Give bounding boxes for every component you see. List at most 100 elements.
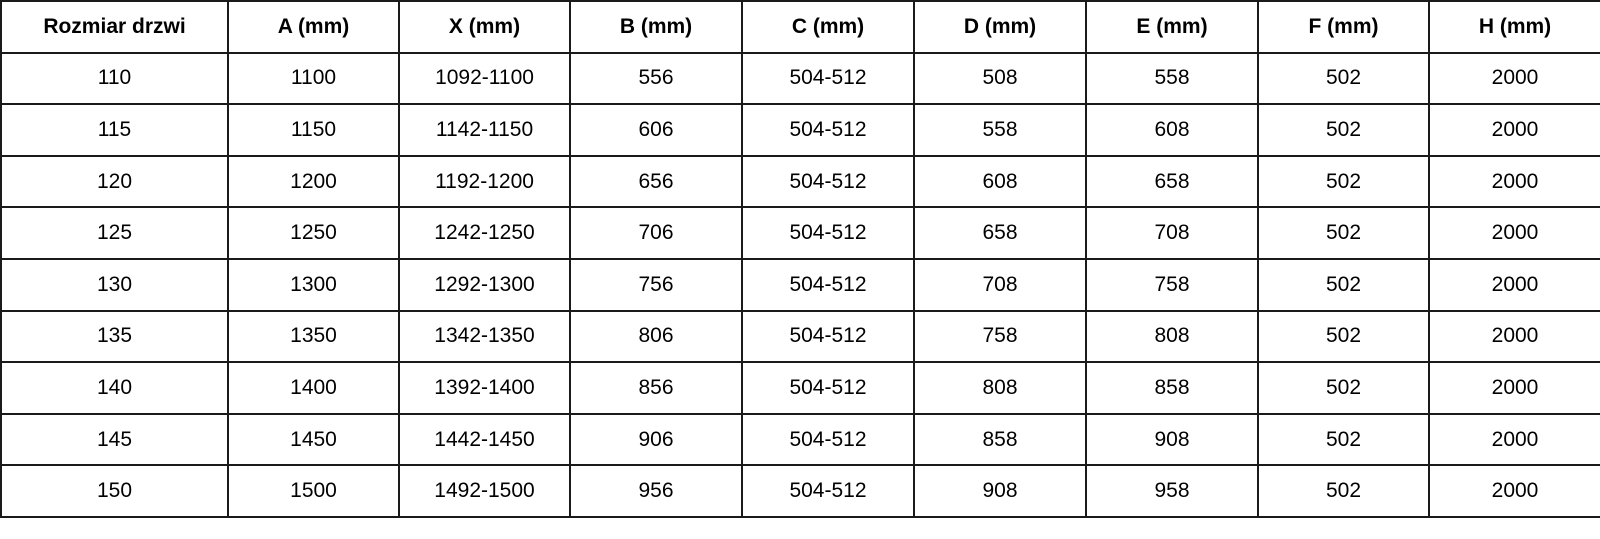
column-header: X (mm) xyxy=(398,0,571,54)
column-header: B (mm) xyxy=(569,0,743,54)
table-cell: 1092-1100 xyxy=(398,51,571,106)
table-cell: 502 xyxy=(1257,257,1430,312)
table-row: 130 1300 1292-1300 756 504-512 708 758 502 2000 xyxy=(0,257,1600,312)
header-row: Rozmiar drzwi A (mm) X (mm) B (mm) C (mm) D (… xyxy=(0,0,1600,54)
table-cell: 1150 xyxy=(227,103,400,157)
table-cell: 656 xyxy=(569,154,743,209)
table-cell: 1442-1450 xyxy=(398,412,571,467)
table-cell: 806 xyxy=(569,309,743,364)
column-header: A (mm) xyxy=(227,0,400,54)
column-header: Rozmiar drzwi xyxy=(0,0,229,54)
table-cell: 856 xyxy=(569,361,743,415)
table-cell: 1500 xyxy=(227,464,400,518)
table-row: 115 1150 1142-1150 606 504-512 558 608 502 2000 xyxy=(0,103,1600,157)
table-cell: 135 xyxy=(0,309,229,364)
table-row: 140 1400 1392-1400 856 504-512 808 858 502 2000 xyxy=(0,361,1600,415)
table-cell: 906 xyxy=(569,412,743,467)
table-cell: 558 xyxy=(913,103,1087,157)
table-cell: 1192-1200 xyxy=(398,154,571,209)
table-cell: 145 xyxy=(0,412,229,467)
table-cell: 1400 xyxy=(227,361,400,415)
column-header: C (mm) xyxy=(741,0,915,54)
table-cell: 504-512 xyxy=(741,257,915,312)
table-cell: 1492-1500 xyxy=(398,464,571,518)
table-row: 120 1200 1192-1200 656 504-512 608 658 502 2000 xyxy=(0,154,1600,209)
table-cell: 808 xyxy=(913,361,1087,415)
table-cell: 606 xyxy=(569,103,743,157)
table-cell: 706 xyxy=(569,206,743,260)
table-cell: 502 xyxy=(1257,361,1430,415)
table-row: 135 1350 1342-1350 806 504-512 758 808 502 2000 xyxy=(0,309,1600,364)
table-cell: 1242-1250 xyxy=(398,206,571,260)
table-cell: 110 xyxy=(0,51,229,106)
table-cell: 504-512 xyxy=(741,51,915,106)
table-cell: 125 xyxy=(0,206,229,260)
table-cell: 502 xyxy=(1257,103,1430,157)
door-size-table: Rozmiar drzwi A (mm) X (mm) B (mm) C (mm) D (… xyxy=(0,0,1600,518)
table-cell: 756 xyxy=(569,257,743,312)
table-cell: 502 xyxy=(1257,309,1430,364)
table-cell: 908 xyxy=(913,464,1087,518)
table-cell: 502 xyxy=(1257,206,1430,260)
table-cell: 2000 xyxy=(1428,206,1600,260)
table-cell: 958 xyxy=(1085,464,1259,518)
table-cell: 120 xyxy=(0,154,229,209)
table-cell: 140 xyxy=(0,361,229,415)
table-row: 110 1100 1092-1100 556 504-512 508 558 502 2000 xyxy=(0,51,1600,106)
table-cell: 956 xyxy=(569,464,743,518)
table-cell: 658 xyxy=(913,206,1087,260)
table-cell: 1292-1300 xyxy=(398,257,571,312)
table-cell: 2000 xyxy=(1428,309,1600,364)
table-cell: 504-512 xyxy=(741,464,915,518)
table-cell: 808 xyxy=(1085,309,1259,364)
table-cell: 858 xyxy=(1085,361,1259,415)
table-cell: 1300 xyxy=(227,257,400,312)
table-cell: 504-512 xyxy=(741,103,915,157)
table-cell: 1200 xyxy=(227,154,400,209)
table-cell: 504-512 xyxy=(741,412,915,467)
table-cell: 708 xyxy=(1085,206,1259,260)
table-cell: 858 xyxy=(913,412,1087,467)
table-cell: 2000 xyxy=(1428,361,1600,415)
table-row: 125 1250 1242-1250 706 504-512 658 708 502 2000 xyxy=(0,206,1600,260)
table-cell: 2000 xyxy=(1428,51,1600,106)
table-cell: 502 xyxy=(1257,51,1430,106)
table-cell: 758 xyxy=(913,309,1087,364)
column-header: H (mm) xyxy=(1428,0,1600,54)
table-cell: 2000 xyxy=(1428,464,1600,518)
column-header: E (mm) xyxy=(1085,0,1259,54)
table-cell: 2000 xyxy=(1428,412,1600,467)
table-cell: 502 xyxy=(1257,154,1430,209)
table-cell: 115 xyxy=(0,103,229,157)
table-cell: 1142-1150 xyxy=(398,103,571,157)
table-cell: 1392-1400 xyxy=(398,361,571,415)
table-cell: 504-512 xyxy=(741,361,915,415)
column-header: F (mm) xyxy=(1257,0,1430,54)
table-cell: 1100 xyxy=(227,51,400,106)
table-cell: 608 xyxy=(913,154,1087,209)
table-cell: 556 xyxy=(569,51,743,106)
table-cell: 150 xyxy=(0,464,229,518)
table-cell: 1450 xyxy=(227,412,400,467)
table-cell: 658 xyxy=(1085,154,1259,209)
table-row: 150 1500 1492-1500 956 504-512 908 958 502 2000 xyxy=(0,464,1600,518)
table-row: 145 1450 1442-1450 906 504-512 858 908 502 2000 xyxy=(0,412,1600,467)
table-cell: 502 xyxy=(1257,464,1430,518)
column-header: D (mm) xyxy=(913,0,1087,54)
table-cell: 1250 xyxy=(227,206,400,260)
table-cell: 2000 xyxy=(1428,154,1600,209)
table-cell: 758 xyxy=(1085,257,1259,312)
table-cell: 608 xyxy=(1085,103,1259,157)
table-cell: 504-512 xyxy=(741,154,915,209)
table-cell: 908 xyxy=(1085,412,1259,467)
table-cell: 130 xyxy=(0,257,229,312)
table-cell: 558 xyxy=(1085,51,1259,106)
table-cell: 1350 xyxy=(227,309,400,364)
table-cell: 708 xyxy=(913,257,1087,312)
table-cell: 504-512 xyxy=(741,206,915,260)
table-cell: 502 xyxy=(1257,412,1430,467)
table-cell: 2000 xyxy=(1428,257,1600,312)
table-cell: 508 xyxy=(913,51,1087,106)
table-cell: 2000 xyxy=(1428,103,1600,157)
table-cell: 1342-1350 xyxy=(398,309,571,364)
